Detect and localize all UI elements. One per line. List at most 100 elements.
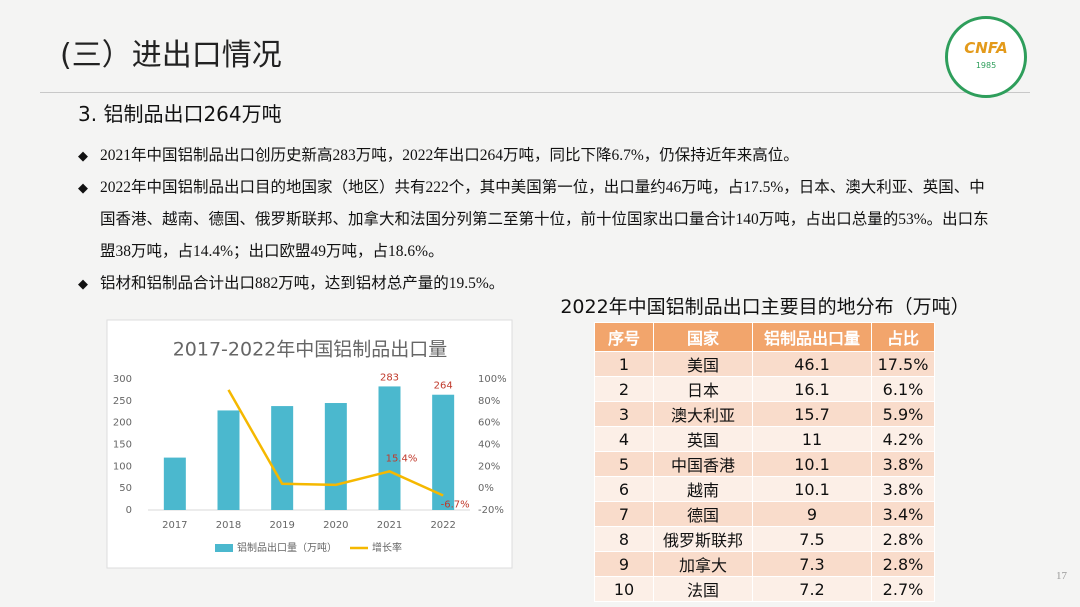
x-tick-label: 2021 bbox=[377, 520, 402, 531]
table-cell: 2.8% bbox=[871, 551, 935, 577]
table-row: 1 美国 46.1 17.5% bbox=[594, 351, 935, 377]
table-row: 5 中国香港 10.1 3.8% bbox=[594, 451, 935, 477]
table-cell: 1 bbox=[594, 351, 654, 377]
bar bbox=[217, 410, 240, 510]
y-tick-label: 0 bbox=[126, 505, 132, 516]
x-tick-label: 2020 bbox=[323, 520, 348, 531]
table: 序号 国家 铝制品出口量 占比 1 美国 46.1 17.5% 2 日本 16.1 6.1% 3 澳大利亚… bbox=[594, 322, 935, 602]
y2-tick-label: 100% bbox=[478, 374, 507, 385]
column-header: 国家 bbox=[653, 322, 753, 352]
y-tick-label: 150 bbox=[113, 440, 132, 451]
table-row: 4 英国 11 4.2% bbox=[594, 426, 935, 452]
logo: CNFA 1985 bbox=[945, 16, 1027, 98]
table-cell: 越南 bbox=[653, 476, 753, 502]
table-cell: 美国 bbox=[653, 351, 753, 377]
table-row: 8 俄罗斯联邦 7.5 2.8% bbox=[594, 526, 935, 552]
bar bbox=[378, 386, 401, 510]
section-title: 3. 铝制品出口264万吨 bbox=[78, 102, 282, 126]
chart-title: 2017-2022年中国铝制品出口量 bbox=[173, 339, 448, 361]
bar bbox=[271, 406, 294, 510]
table-row: 9 加拿大 7.3 2.8% bbox=[594, 551, 935, 577]
table-cell: 3.8% bbox=[871, 451, 935, 477]
y2-tick-label: -20% bbox=[478, 505, 504, 516]
table-cell: 7.5 bbox=[752, 526, 872, 552]
table-row: 2 日本 16.1 6.1% bbox=[594, 376, 935, 402]
table-cell: 2 bbox=[594, 376, 654, 402]
table-cell: 加拿大 bbox=[653, 551, 753, 577]
column-header: 序号 bbox=[594, 322, 654, 352]
y2-tick-label: 60% bbox=[478, 418, 500, 429]
data-label: -6.7% bbox=[441, 499, 470, 510]
page-number: 17 bbox=[1056, 570, 1067, 582]
table-cell: 10.1 bbox=[752, 476, 872, 502]
table-cell: 4.2% bbox=[871, 426, 935, 452]
table-cell: 9 bbox=[594, 551, 654, 577]
table-cell: 2.7% bbox=[871, 576, 935, 602]
table-cell: 3.4% bbox=[871, 501, 935, 527]
legend-label: 增长率 bbox=[372, 541, 402, 554]
y-tick-label: 250 bbox=[113, 396, 132, 407]
table-cell: 11 bbox=[752, 426, 872, 452]
slide-title: (三）进出口情况 bbox=[60, 38, 282, 73]
y-tick-label: 200 bbox=[113, 418, 132, 429]
column-header: 铝制品出口量 bbox=[752, 322, 872, 352]
logo-text: CNFA bbox=[964, 39, 1008, 57]
table-cell: 英国 bbox=[653, 426, 753, 452]
x-tick-label: 2022 bbox=[430, 520, 455, 531]
table-row: 3 澳大利亚 15.7 5.9% bbox=[594, 401, 935, 427]
table-cell: 法国 bbox=[653, 576, 753, 602]
y2-tick-label: 20% bbox=[478, 461, 500, 472]
table-cell: 澳大利亚 bbox=[653, 401, 753, 427]
table-cell: 9 bbox=[752, 501, 872, 527]
legend-label: 铝制品出口量（万吨） bbox=[237, 541, 337, 554]
table-cell: 7 bbox=[594, 501, 654, 527]
bar bbox=[163, 457, 186, 510]
y-tick-label: 300 bbox=[113, 374, 132, 385]
y-tick-label: 100 bbox=[113, 461, 132, 472]
table-cell: 日本 bbox=[653, 376, 753, 402]
table-cell: 德国 bbox=[653, 501, 753, 527]
bullet: 2022年中国铝制品出口目的地国家（地区）共有222个，其中美国第一位，出口量约… bbox=[78, 172, 993, 268]
table-cell: 5.9% bbox=[871, 401, 935, 427]
table-row: 10 法国 7.2 2.7% bbox=[594, 576, 935, 602]
bar bbox=[324, 403, 347, 510]
table-cell: 3 bbox=[594, 401, 654, 427]
table-title: 2022年中国铝制品出口主要目的地分布（万吨） bbox=[560, 296, 970, 318]
table-cell: 8 bbox=[594, 526, 654, 552]
table-cell: 16.1 bbox=[752, 376, 872, 402]
bar bbox=[432, 394, 455, 510]
table-cell: 6.1% bbox=[871, 376, 935, 402]
line bbox=[227, 389, 444, 497]
table-cell: 6 bbox=[594, 476, 654, 502]
table-cell: 2.8% bbox=[871, 526, 935, 552]
data-label: 283 bbox=[380, 372, 399, 383]
table-cell: 3.8% bbox=[871, 476, 935, 502]
table-cell: 7.3 bbox=[752, 551, 872, 577]
data-label: 15.4% bbox=[386, 453, 418, 464]
table-cell: 4 bbox=[594, 426, 654, 452]
y-tick-label: 50 bbox=[119, 483, 132, 494]
y2-tick-label: 40% bbox=[478, 440, 500, 451]
bullet-list: 2021年中国铝制品出口创历史新高283万吨，2022年出口264万吨，同比下降… bbox=[78, 140, 993, 300]
bullet: 铝材和铝制品合计出口882万吨，达到铝材总产量的19.5%。 bbox=[78, 268, 993, 300]
table-cell: 俄罗斯联邦 bbox=[653, 526, 753, 552]
table-cell: 17.5% bbox=[871, 351, 935, 377]
x-tick-label: 2017 bbox=[162, 520, 187, 531]
table-cell: 中国香港 bbox=[653, 451, 753, 477]
chart: 2017-2022年中国铝制品出口量 0 50 100 150 200 250 300 -20… bbox=[106, 319, 513, 569]
logo-year: 1985 bbox=[975, 61, 997, 70]
table-cell: 10 bbox=[594, 576, 654, 602]
y2-tick-label: 80% bbox=[478, 396, 500, 407]
divider bbox=[40, 92, 1030, 93]
data-label: 264 bbox=[434, 381, 453, 392]
bullet: 2021年中国铝制品出口创历史新高283万吨，2022年出口264万吨，同比下降… bbox=[78, 140, 993, 172]
column-header: 占比 bbox=[871, 322, 935, 352]
table-cell: 7.2 bbox=[752, 576, 872, 602]
table-cell: 46.1 bbox=[752, 351, 872, 377]
table-row: 7 德国 9 3.4% bbox=[594, 501, 935, 527]
x-tick-label: 2018 bbox=[216, 520, 241, 531]
table-row: 6 越南 10.1 3.8% bbox=[594, 476, 935, 502]
legend-swatch bbox=[215, 544, 233, 552]
table-cell: 10.1 bbox=[752, 451, 872, 477]
